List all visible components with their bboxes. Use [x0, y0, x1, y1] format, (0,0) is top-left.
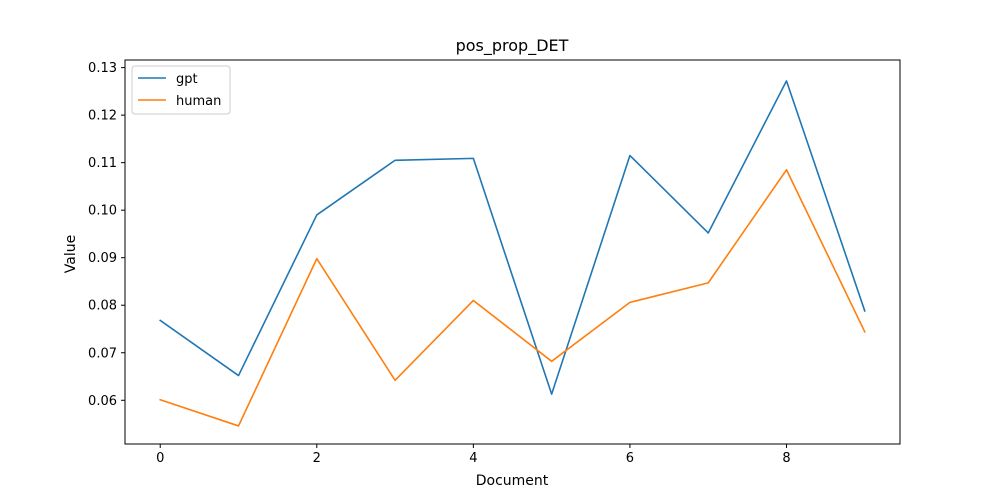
- x-axis-label: Document: [476, 473, 549, 489]
- x-tick-label-6: 6: [626, 451, 634, 466]
- x-tick-label-4: 4: [469, 451, 477, 466]
- y-tick-label-1: 0.07: [88, 346, 117, 361]
- legend-label-human: human: [176, 94, 221, 109]
- y-tick-label-2: 0.08: [88, 299, 117, 314]
- legend: gpt human: [131, 65, 231, 115]
- x-tick-label-0: 0: [156, 451, 164, 466]
- y-tick-label-0: 0.06: [88, 394, 117, 409]
- y-axis-label: Value: [63, 235, 79, 273]
- y-tick-label-6: 0.12: [88, 109, 117, 124]
- series-line-human: [159, 168, 866, 427]
- plot-frame: [124, 59, 901, 445]
- plot-area: 0 2 4 6 8 0.06 0.07 0.08 0.09 0.10 0.11 0.12 0.13: [88, 59, 901, 466]
- legend-label-gpt: gpt: [176, 72, 198, 87]
- y-tick-label-5: 0.11: [88, 156, 117, 171]
- y-tick-label-3: 0.09: [88, 251, 117, 266]
- x-tick-label-8: 8: [782, 451, 790, 466]
- y-tick-label-4: 0.10: [88, 204, 117, 219]
- y-tick-label-7: 0.13: [88, 61, 117, 76]
- chart-title: pos_prop_DET: [456, 36, 569, 56]
- series-line-gpt: [159, 80, 866, 395]
- x-tick-label-2: 2: [313, 451, 321, 466]
